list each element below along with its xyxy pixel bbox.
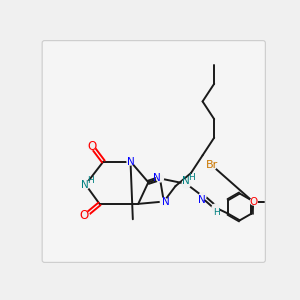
Text: H: H [214, 208, 220, 217]
FancyBboxPatch shape [42, 40, 265, 262]
Text: O: O [87, 140, 96, 153]
Circle shape [199, 193, 206, 200]
Circle shape [207, 161, 217, 170]
Text: O: O [250, 196, 258, 206]
Circle shape [82, 212, 89, 219]
Circle shape [160, 198, 167, 205]
Text: N: N [182, 176, 190, 186]
Circle shape [182, 180, 190, 188]
Text: O: O [80, 209, 89, 222]
Text: N: N [153, 173, 161, 183]
Circle shape [157, 175, 164, 182]
Circle shape [88, 142, 95, 150]
Text: N: N [80, 180, 88, 190]
Text: H: H [188, 173, 195, 182]
Text: H: H [87, 176, 94, 185]
Circle shape [127, 158, 134, 165]
Text: Br: Br [206, 160, 218, 170]
Text: N: N [162, 196, 170, 206]
Text: N: N [197, 195, 205, 205]
Text: N: N [127, 157, 134, 166]
Circle shape [81, 181, 90, 189]
Circle shape [250, 198, 257, 205]
Circle shape [212, 204, 220, 212]
